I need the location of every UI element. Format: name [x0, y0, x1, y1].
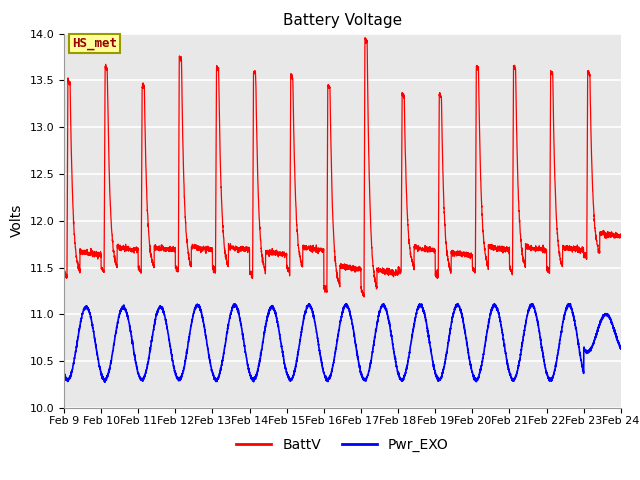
BattV	[616, 231, 624, 237]
BattV	[617, 233, 625, 239]
Line: BattV: BattV	[64, 37, 621, 297]
Pwr_EXO	[60, 370, 68, 376]
Title: Battery Voltage: Battery Voltage	[283, 13, 402, 28]
Pwr_EXO	[617, 346, 625, 352]
BattV	[436, 92, 444, 98]
BattV	[360, 294, 368, 300]
Text: HS_met: HS_met	[72, 37, 117, 50]
BattV	[322, 287, 330, 292]
Pwr_EXO	[468, 366, 476, 372]
Y-axis label: Volts: Volts	[10, 204, 24, 238]
Legend: BattV, Pwr_EXO: BattV, Pwr_EXO	[231, 432, 454, 457]
BattV	[499, 250, 507, 256]
Line: Pwr_EXO: Pwr_EXO	[64, 304, 621, 382]
Pwr_EXO	[322, 373, 330, 379]
Pwr_EXO	[499, 335, 507, 341]
BattV	[160, 247, 168, 253]
Pwr_EXO	[161, 312, 168, 318]
Pwr_EXO	[616, 345, 624, 351]
Pwr_EXO	[436, 375, 444, 381]
BattV	[361, 35, 369, 40]
BattV	[468, 252, 476, 258]
Pwr_EXO	[100, 379, 108, 385]
Pwr_EXO	[454, 301, 461, 307]
BattV	[60, 269, 68, 275]
